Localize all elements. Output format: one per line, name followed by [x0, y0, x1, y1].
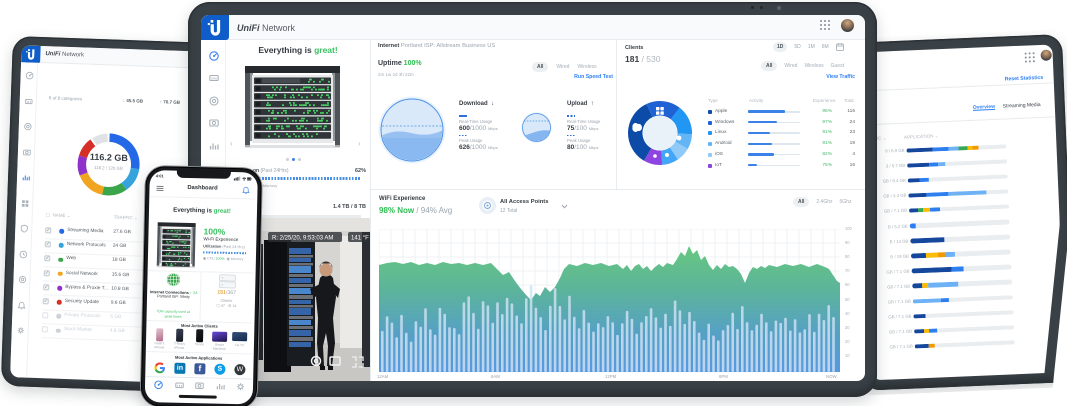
svg-text:R: 2/25/20, 9:53:03 AM: R: 2/25/20, 9:53:03 AM — [272, 236, 333, 242]
svg-text:141 °F: 141 °F — [351, 236, 369, 242]
